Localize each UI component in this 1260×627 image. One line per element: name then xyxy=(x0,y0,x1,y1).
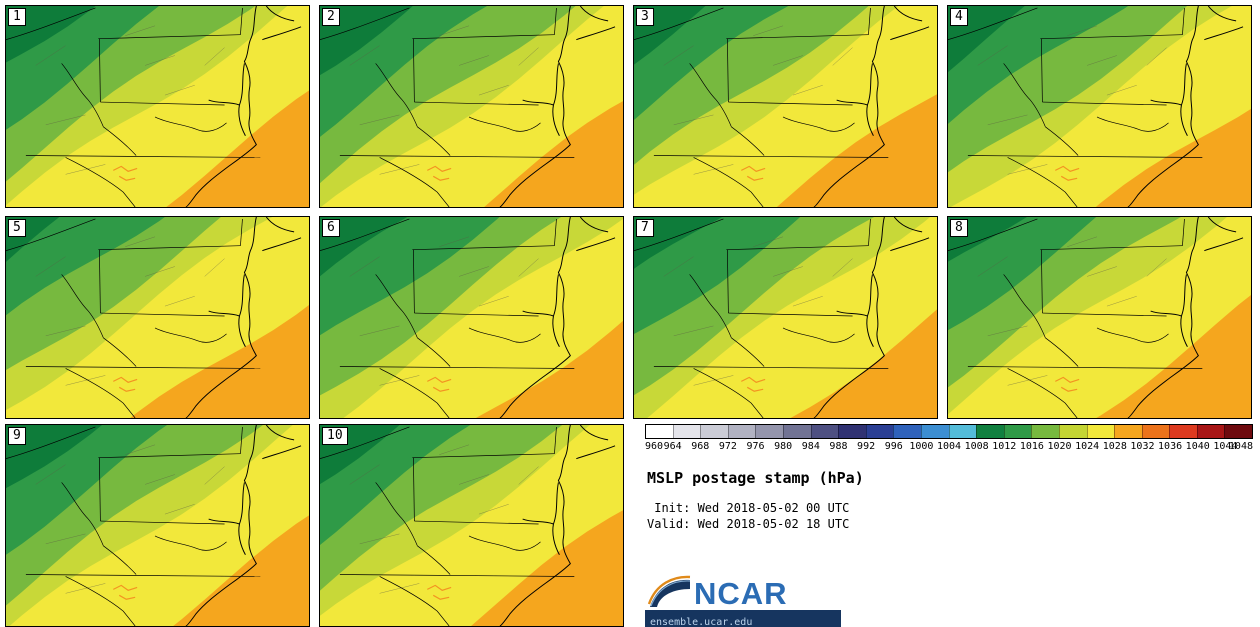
mslp-filled-contour-map xyxy=(320,425,623,626)
colorbar-tick: 1024 xyxy=(1075,441,1100,452)
valid-time-text: Valid: Wed 2018-05-02 18 UTC xyxy=(647,517,850,531)
colorbar-tick: 1048 xyxy=(1228,441,1253,452)
colorbar-segment xyxy=(1169,425,1197,438)
member-number-label: 5 xyxy=(8,219,26,237)
colorbar-segment xyxy=(672,425,701,438)
colorbar-tick: 1008 xyxy=(964,441,989,452)
colorbar-segment xyxy=(782,425,811,438)
colorbar-tick: 980 xyxy=(774,441,793,452)
member-number-label: 10 xyxy=(322,427,348,445)
colorbar-segment xyxy=(700,425,728,438)
colorbar-segment xyxy=(920,425,949,438)
colorbar-segment xyxy=(865,425,894,438)
colorbar-tick: 992 xyxy=(857,441,876,452)
colorbar-tick: 1012 xyxy=(992,441,1017,452)
colorbar-tick: 1000 xyxy=(909,441,934,452)
mslp-filled-contour-map xyxy=(6,217,309,418)
colorbar-segment xyxy=(755,425,783,438)
ncar-swoosh-icon xyxy=(647,575,691,607)
member-number-label: 9 xyxy=(8,427,26,445)
member-number-label: 2 xyxy=(322,8,340,26)
map-panel: 3 xyxy=(633,5,938,208)
map-panel: 5 xyxy=(5,216,310,419)
member-number-label: 7 xyxy=(636,219,654,237)
colorbar-segment xyxy=(646,425,673,438)
colorbar-tick: 1032 xyxy=(1130,441,1155,452)
colorbar-segment xyxy=(810,425,839,438)
colorbar-tick: 1020 xyxy=(1047,441,1072,452)
colorbar-tick: 976 xyxy=(746,441,765,452)
member-number-label: 8 xyxy=(950,219,968,237)
colorbar-segment xyxy=(948,425,977,438)
ncar-wordmark: NCAR xyxy=(694,576,788,611)
colorbar-tick: 968 xyxy=(691,441,710,452)
colorbar-tick: 1044 xyxy=(1213,441,1238,452)
colorbar-tick: 1036 xyxy=(1158,441,1183,452)
colorbar-segment xyxy=(1224,425,1253,438)
map-panel: 4 xyxy=(947,5,1252,208)
mslp-filled-contour-map xyxy=(6,6,309,207)
colorbar-tick: 984 xyxy=(801,441,820,452)
mslp-filled-contour-map xyxy=(320,6,623,207)
colorbar xyxy=(645,424,1253,439)
mslp-filled-contour-map xyxy=(6,425,309,626)
mslp-filled-contour-map xyxy=(948,217,1251,418)
map-panel: 10 xyxy=(319,424,624,627)
member-number-label: 6 xyxy=(322,219,340,237)
mslp-filled-contour-map xyxy=(320,217,623,418)
colorbar-tick-labels: 960 964 968 972 976 980 984 988 992 996 1000 1004 10… xyxy=(645,441,1253,454)
member-number-label: 4 xyxy=(950,8,968,26)
map-panel: 2 xyxy=(319,5,624,208)
colorbar-segment xyxy=(1058,425,1087,438)
mslp-filled-contour-map xyxy=(634,6,937,207)
member-number-label: 1 xyxy=(8,8,26,26)
colorbar-segment xyxy=(1196,425,1225,438)
colorbar-tick: 1040 xyxy=(1185,441,1210,452)
map-panel: 6 xyxy=(319,216,624,419)
colorbar-segment xyxy=(1141,425,1170,438)
colorbar-tick: 960 xyxy=(645,441,664,452)
member-number-label: 3 xyxy=(636,8,654,26)
init-time-text: Init: Wed 2018-05-02 00 UTC xyxy=(647,501,850,515)
colorbar-tick: 996 xyxy=(884,441,903,452)
map-panel: 7 xyxy=(633,216,938,419)
ucar-url-bar: ensemble.ucar.edu xyxy=(645,610,841,627)
colorbar-tick: 972 xyxy=(718,441,737,452)
ucar-url-text[interactable]: ensemble.ucar.edu xyxy=(650,617,753,627)
colorbar-segment xyxy=(1003,425,1032,438)
colorbar-tick: 1028 xyxy=(1102,441,1127,452)
map-panel: 9 xyxy=(5,424,310,627)
colorbar-tick: 988 xyxy=(829,441,848,452)
figure-title: MSLP postage stamp (hPa) xyxy=(647,469,864,487)
map-panel: 8 xyxy=(947,216,1252,419)
mslp-filled-contour-map xyxy=(948,6,1251,207)
colorbar-segment xyxy=(727,425,756,438)
colorbar-segment xyxy=(976,425,1004,438)
map-panel: 1 xyxy=(5,5,310,208)
colorbar-segment xyxy=(893,425,921,438)
ncar-logo-block: NCAR ensemble.ucar.edu xyxy=(645,575,841,627)
colorbar-tick: 1004 xyxy=(936,441,962,452)
mslp-filled-contour-map xyxy=(634,217,937,418)
colorbar-segment xyxy=(1086,425,1115,438)
colorbar-segment xyxy=(1031,425,1059,438)
colorbar-segment xyxy=(1114,425,1142,438)
colorbar-tick: 1016 xyxy=(1019,441,1044,452)
colorbar-segment xyxy=(838,425,866,438)
colorbar-tick: 964 xyxy=(663,441,682,452)
legend-panel: 960 964 968 972 976 980 984 988 992 996 1000 1004 10… xyxy=(645,424,1253,627)
